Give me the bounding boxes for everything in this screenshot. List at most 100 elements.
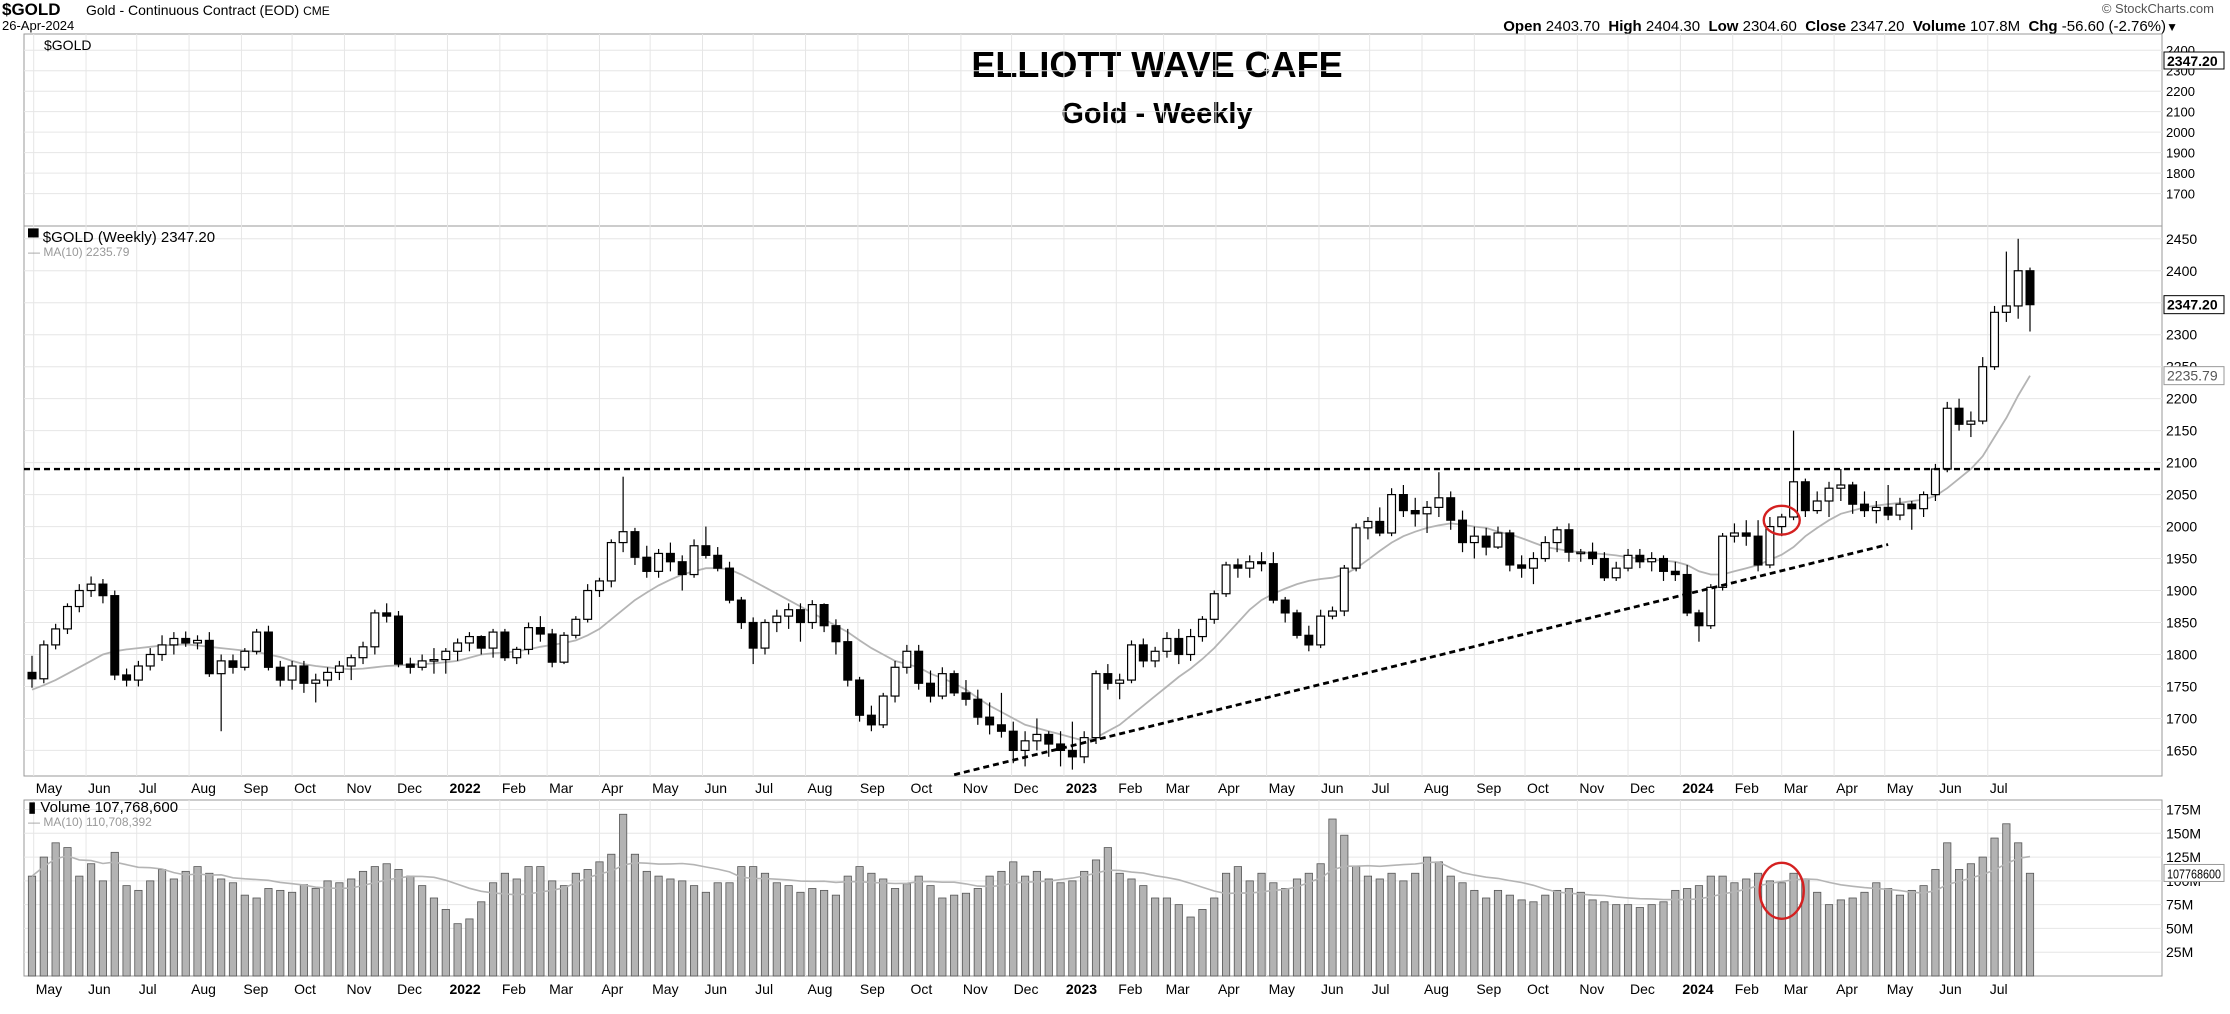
candle-body-up: [524, 627, 534, 650]
x-tick-label: May: [652, 780, 678, 796]
candle: [110, 590, 120, 681]
candle-body-up: [62, 605, 72, 630]
candle: [937, 667, 947, 700]
volume-bar: [867, 872, 876, 977]
candle-body-down: [1280, 599, 1290, 614]
volume-value-label: 107768600: [2167, 866, 2221, 881]
candle: [855, 676, 865, 722]
candle-body-down: [701, 545, 711, 556]
candle: [1647, 552, 1657, 572]
candle-body-down: [725, 567, 735, 601]
x-tick-label: Feb: [502, 981, 526, 997]
volume-bar: [465, 918, 474, 977]
volume-bar: [831, 894, 840, 977]
volume-axis: 175M150M125M100M75M50M25M107768600: [2163, 802, 2225, 960]
chg-label: Chg: [2028, 18, 2058, 35]
candle: [1694, 609, 1704, 642]
candle: [689, 539, 699, 578]
candle-body-down: [1375, 520, 1385, 534]
price-y-tick-label: 2400: [2166, 263, 2197, 279]
candle: [819, 603, 829, 633]
x-tick-label: Feb: [1735, 981, 1759, 997]
candle: [784, 603, 794, 629]
candle: [1233, 558, 1243, 578]
candle-body-down: [973, 698, 983, 718]
candle: [1115, 673, 1125, 700]
candle: [370, 609, 380, 655]
candle: [512, 646, 522, 665]
x-tick-label: May: [1269, 780, 1295, 796]
volume-bar: [1115, 872, 1124, 977]
candle-body-up: [2001, 305, 2011, 313]
candle-body-up: [512, 648, 522, 659]
volume-bar: [1470, 889, 1479, 977]
volume-bar: [1103, 847, 1112, 977]
candle: [62, 603, 72, 635]
candle: [1682, 564, 1692, 617]
candle: [1280, 596, 1290, 623]
candle: [949, 670, 959, 697]
volume-y-tick-label: 75M: [2166, 897, 2193, 913]
candle: [1316, 609, 1326, 649]
volume-label: Volume: [1912, 18, 1966, 35]
candle: [1576, 548, 1586, 562]
ma-value-label: 2235.79: [2167, 368, 2218, 384]
volume-bar: [1186, 916, 1195, 977]
candle-body-up: [1647, 557, 1657, 563]
candle-body-up: [1895, 503, 1905, 516]
candle: [1008, 721, 1018, 764]
candle-body-down: [1859, 503, 1869, 512]
candle-body-down: [642, 556, 652, 572]
candle: [1765, 516, 1775, 569]
candle-body-up: [1978, 366, 1988, 422]
volume-y-tick-label: 125M: [2166, 849, 2201, 865]
candle: [890, 660, 900, 703]
candle-body-down: [1174, 637, 1184, 656]
support-trendline: [953, 543, 1889, 777]
candle-body-up: [39, 644, 49, 680]
volume-bar: [358, 870, 368, 977]
candle-body-down: [1659, 557, 1669, 572]
candle: [1871, 501, 1881, 524]
candle-body-up: [1789, 481, 1799, 518]
x-tick-label: May: [1887, 981, 1913, 997]
x-tick-label: 2022: [449, 780, 480, 796]
volume-bar: [559, 885, 569, 977]
volume-bar: [276, 889, 285, 977]
volume-bar: [713, 882, 722, 977]
candle: [1517, 555, 1527, 578]
volume-bar: [938, 897, 947, 977]
candle-body-down: [110, 595, 120, 676]
volume-bar: [1162, 897, 1172, 977]
candle: [145, 648, 155, 671]
candle: [618, 476, 628, 553]
volume-bar: [134, 889, 143, 977]
volume-bar: [1553, 889, 1562, 977]
volume-bar: [1411, 872, 1420, 977]
high-value: 2404.30: [1645, 18, 1701, 35]
candle-body-up: [1836, 484, 1846, 489]
candle: [1706, 584, 1716, 629]
ma-value-box: [2163, 366, 2225, 386]
candle-body-up: [1162, 637, 1172, 652]
volume-bar: [536, 866, 545, 977]
candle: [1635, 548, 1645, 569]
volume-bar: [902, 883, 911, 977]
stockcharts-credit[interactable]: © StockCharts.com: [2101, 1, 2214, 16]
candle-body-up: [287, 665, 297, 681]
price-y-tick-label: 2300: [2166, 327, 2197, 343]
x-tick-label: Dec: [397, 780, 422, 796]
volume-bar: [595, 861, 604, 977]
low-value: 2304.60: [1742, 18, 1797, 35]
volume-bar: [110, 851, 119, 977]
candle-body-up: [1729, 532, 1739, 537]
candle-body-up: [1930, 468, 1940, 496]
volume-bar: [1009, 861, 1018, 977]
volume-bar: [429, 897, 439, 977]
candle-body-down: [843, 641, 853, 681]
candle-body-up: [583, 589, 593, 620]
candle: [1493, 526, 1503, 549]
price-ma-line: [31, 375, 2031, 742]
candle-body-up: [358, 646, 368, 659]
